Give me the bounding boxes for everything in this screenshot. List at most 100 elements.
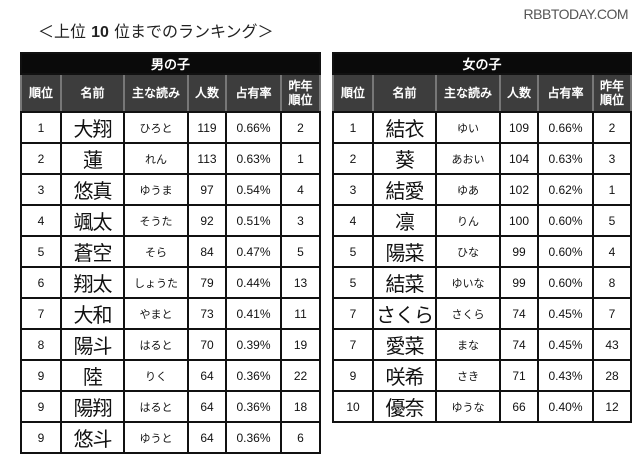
- rank-cell: 3: [332, 173, 374, 206]
- col-reading: 主な読み: [435, 73, 501, 113]
- table-row: 5 陽菜 ひな 99 0.60% 4: [332, 235, 633, 268]
- rank-cell: 7: [332, 297, 374, 330]
- name-cell: 優奈: [372, 390, 437, 423]
- count-cell: 84: [187, 235, 227, 268]
- col-count: 人数: [187, 73, 227, 113]
- rank-cell: 10: [332, 390, 374, 423]
- col-share: 占有率: [225, 73, 282, 113]
- prev-rank-cell: 4: [591, 235, 633, 268]
- count-cell: 74: [499, 328, 539, 361]
- rank-cell: 9: [20, 359, 62, 392]
- name-cell: 大和: [60, 297, 125, 330]
- name-cell: 陽翔: [60, 390, 125, 423]
- share-cell: 0.60%: [537, 204, 594, 237]
- prev-rank-cell: 6: [279, 421, 322, 454]
- reading-cell: ひな: [435, 235, 501, 268]
- prev-rank-cell: 3: [279, 204, 322, 237]
- share-cell: 0.43%: [537, 359, 594, 392]
- rank-cell: 4: [332, 204, 374, 237]
- name-cell: 咲希: [372, 359, 437, 392]
- name-cell: 陽菜: [372, 235, 437, 268]
- title-suffix: 位までのランキング＞: [114, 22, 274, 41]
- share-cell: 0.36%: [225, 421, 282, 454]
- col-rank: 順位: [20, 73, 62, 113]
- share-cell: 0.63%: [225, 142, 282, 175]
- reading-cell: ひろと: [123, 111, 189, 144]
- name-cell: さくら: [372, 297, 437, 330]
- name-cell: 結菜: [372, 266, 437, 299]
- rank-cell: 1: [20, 111, 62, 144]
- name-cell: 蓮: [60, 142, 125, 175]
- table-row: 7 さくら さくら 74 0.45% 7: [332, 297, 633, 330]
- table-row: 7 大和 やまと 73 0.41% 11: [20, 297, 322, 330]
- name-cell: 葵: [372, 142, 437, 175]
- count-cell: 97: [187, 173, 227, 206]
- rank-cell: 4: [20, 204, 62, 237]
- share-cell: 0.39%: [225, 328, 282, 361]
- prev-rank-cell: 12: [591, 390, 633, 423]
- rank-cell: 8: [20, 328, 62, 361]
- rank-cell: 2: [332, 142, 374, 175]
- rank-cell: 9: [20, 421, 62, 454]
- share-cell: 0.41%: [225, 297, 282, 330]
- reading-cell: ゆうと: [123, 421, 189, 454]
- girls-table-title: 女の子: [331, 52, 633, 75]
- col-name: 名前: [372, 73, 437, 113]
- share-cell: 0.66%: [225, 111, 282, 144]
- reading-cell: ゆいな: [435, 266, 501, 299]
- count-cell: 64: [187, 421, 227, 454]
- col-prev-rank: 昨年 順位: [279, 73, 322, 113]
- share-cell: 0.44%: [225, 266, 282, 299]
- col-count: 人数: [499, 73, 539, 113]
- col-rank: 順位: [332, 73, 374, 113]
- table-row: 9 陸りく 64 0.36% 22: [20, 359, 322, 392]
- share-cell: 0.60%: [537, 235, 594, 268]
- rank-cell: 7: [332, 328, 374, 361]
- share-cell: 0.36%: [225, 359, 282, 392]
- col-prev-rank-line1: 昨年: [288, 79, 313, 93]
- name-cell: 凛: [372, 204, 437, 237]
- table-row: 1 結衣 ゆい 109 0.66% 2: [332, 111, 633, 144]
- count-cell: 64: [187, 359, 227, 392]
- share-cell: 0.40%: [537, 390, 594, 423]
- count-cell: 70: [187, 328, 227, 361]
- reading-cell: あおい: [435, 142, 501, 175]
- count-cell: 92: [187, 204, 227, 237]
- reading-cell: れん: [123, 142, 189, 175]
- rank-cell: 1: [332, 111, 374, 144]
- prev-rank-cell: 1: [279, 142, 322, 175]
- rank-cell: 3: [20, 173, 62, 206]
- prev-rank-cell: 28: [591, 359, 633, 392]
- reading-cell: はると: [123, 328, 189, 361]
- col-reading: 主な読み: [123, 73, 189, 113]
- count-cell: 74: [499, 297, 539, 330]
- share-cell: 0.63%: [537, 142, 594, 175]
- reading-cell: りん: [435, 204, 501, 237]
- table-row: 3 悠真 ゆうま 97 0.54% 4: [20, 173, 322, 206]
- reading-cell: ゆあ: [435, 173, 501, 206]
- reading-cell: さき: [435, 359, 501, 392]
- prev-rank-cell: 18: [279, 390, 322, 423]
- reading-cell: ゆうま: [123, 173, 189, 206]
- reading-cell: そうた: [123, 204, 189, 237]
- table-row: 5 蒼空 そら 84 0.47% 5: [20, 235, 322, 268]
- table-row: 1 大翔 ひろと 119 0.66% 2: [20, 111, 322, 144]
- prev-rank-cell: 43: [591, 328, 633, 361]
- prev-rank-cell: 13: [279, 266, 322, 299]
- name-cell: 悠斗: [60, 421, 125, 454]
- share-cell: 0.60%: [537, 266, 594, 299]
- prev-rank-cell: 2: [279, 111, 322, 144]
- prev-rank-cell: 3: [591, 142, 633, 175]
- share-cell: 0.45%: [537, 297, 594, 330]
- name-cell: 結愛: [372, 173, 437, 206]
- rank-cell: 9: [332, 359, 374, 392]
- watermark: RBBTODAY.COM: [523, 6, 629, 22]
- reading-cell: はると: [123, 390, 189, 423]
- name-cell: 愛菜: [372, 328, 437, 361]
- name-cell: 蒼空: [60, 235, 125, 268]
- rank-cell: 5: [332, 266, 374, 299]
- table-row: 9 陽翔 はると 64 0.36% 18: [20, 390, 322, 423]
- rank-cell: 5: [332, 235, 374, 268]
- share-cell: 0.51%: [225, 204, 282, 237]
- count-cell: 113: [187, 142, 227, 175]
